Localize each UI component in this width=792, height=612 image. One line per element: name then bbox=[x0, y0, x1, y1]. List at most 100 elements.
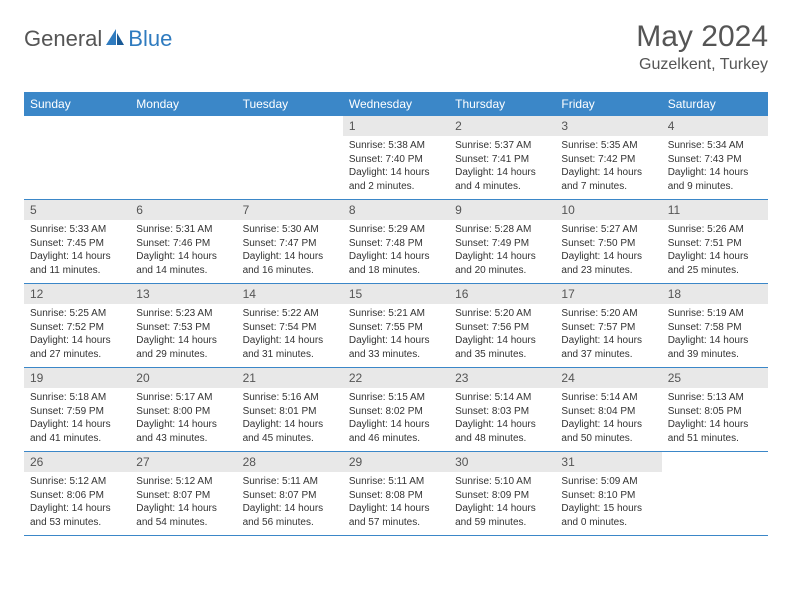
sunset-text: Sunset: 7:47 PM bbox=[243, 237, 337, 251]
day-number: 22 bbox=[343, 368, 449, 388]
daylight-text: Daylight: 15 hours and 0 minutes. bbox=[561, 502, 655, 529]
sunset-text: Sunset: 8:08 PM bbox=[349, 489, 443, 503]
daylight-text: Daylight: 14 hours and 23 minutes. bbox=[561, 250, 655, 277]
sunset-text: Sunset: 8:01 PM bbox=[243, 405, 337, 419]
sunrise-text: Sunrise: 5:28 AM bbox=[455, 223, 549, 237]
day-number: 17 bbox=[555, 284, 661, 304]
daylight-text: Daylight: 14 hours and 16 minutes. bbox=[243, 250, 337, 277]
day-content: Sunrise: 5:17 AMSunset: 8:00 PMDaylight:… bbox=[130, 388, 236, 451]
sunset-text: Sunset: 7:46 PM bbox=[136, 237, 230, 251]
brand-text-general: General bbox=[24, 26, 102, 52]
page-title: May 2024 bbox=[636, 20, 768, 54]
day-number bbox=[662, 452, 768, 472]
day-cell: 24Sunrise: 5:14 AMSunset: 8:04 PMDayligh… bbox=[555, 368, 661, 452]
daylight-text: Daylight: 14 hours and 53 minutes. bbox=[30, 502, 124, 529]
day-number bbox=[237, 116, 343, 136]
sunset-text: Sunset: 8:00 PM bbox=[136, 405, 230, 419]
sunset-text: Sunset: 7:45 PM bbox=[30, 237, 124, 251]
daylight-text: Daylight: 14 hours and 56 minutes. bbox=[243, 502, 337, 529]
daylight-text: Daylight: 14 hours and 46 minutes. bbox=[349, 418, 443, 445]
day-number: 15 bbox=[343, 284, 449, 304]
daylight-text: Daylight: 14 hours and 31 minutes. bbox=[243, 334, 337, 361]
daylight-text: Daylight: 14 hours and 14 minutes. bbox=[136, 250, 230, 277]
day-content: Sunrise: 5:31 AMSunset: 7:46 PMDaylight:… bbox=[130, 220, 236, 283]
calendar-week-row: 19Sunrise: 5:18 AMSunset: 7:59 PMDayligh… bbox=[24, 368, 768, 452]
day-content bbox=[130, 136, 236, 192]
day-number: 12 bbox=[24, 284, 130, 304]
day-cell: 8Sunrise: 5:29 AMSunset: 7:48 PMDaylight… bbox=[343, 200, 449, 284]
day-cell: 12Sunrise: 5:25 AMSunset: 7:52 PMDayligh… bbox=[24, 284, 130, 368]
day-content: Sunrise: 5:14 AMSunset: 8:03 PMDaylight:… bbox=[449, 388, 555, 451]
day-number: 18 bbox=[662, 284, 768, 304]
daylight-text: Daylight: 14 hours and 39 minutes. bbox=[668, 334, 762, 361]
weekday-header-row: SundayMondayTuesdayWednesdayThursdayFrid… bbox=[24, 92, 768, 116]
day-content: Sunrise: 5:18 AMSunset: 7:59 PMDaylight:… bbox=[24, 388, 130, 451]
sunset-text: Sunset: 7:56 PM bbox=[455, 321, 549, 335]
day-cell: 22 Sunrise: 5:15 AMSunset: 8:02 PMDayligh… bbox=[343, 368, 449, 452]
sunset-text: Sunset: 8:03 PM bbox=[455, 405, 549, 419]
day-content: Sunrise: 5:20 AMSunset: 7:57 PMDaylight:… bbox=[555, 304, 661, 367]
daylight-text: Daylight: 14 hours and 9 minutes. bbox=[668, 166, 762, 193]
daylight-text: Daylight: 14 hours and 25 minutes. bbox=[668, 250, 762, 277]
day-cell: 28Sunrise: 5:11 AMSunset: 8:07 PMDayligh… bbox=[237, 452, 343, 536]
sunrise-text: Sunrise: 5:20 AM bbox=[455, 307, 549, 321]
daylight-text: Daylight: 14 hours and 7 minutes. bbox=[561, 166, 655, 193]
sunset-text: Sunset: 8:02 PM bbox=[349, 405, 443, 419]
day-number: 11 bbox=[662, 200, 768, 220]
sunset-text: Sunset: 7:41 PM bbox=[455, 153, 549, 167]
sunrise-text: Sunrise: 5:21 AM bbox=[349, 307, 443, 321]
day-number bbox=[24, 116, 130, 136]
sunrise-text: Sunrise: 5:25 AM bbox=[30, 307, 124, 321]
weekday-header: Monday bbox=[130, 92, 236, 116]
day-number: 23 bbox=[449, 368, 555, 388]
sunset-text: Sunset: 8:05 PM bbox=[668, 405, 762, 419]
sunset-text: Sunset: 8:10 PM bbox=[561, 489, 655, 503]
day-content: Sunrise: 5:11 AMSunset: 8:08 PMDaylight:… bbox=[343, 472, 449, 535]
day-cell: 5Sunrise: 5:33 AMSunset: 7:45 PMDaylight… bbox=[24, 200, 130, 284]
sunrise-text: Sunrise: 5:15 AM bbox=[349, 391, 443, 405]
sunrise-text: Sunrise: 5:10 AM bbox=[455, 475, 549, 489]
sunrise-text: Sunrise: 5:33 AM bbox=[30, 223, 124, 237]
sunset-text: Sunset: 7:42 PM bbox=[561, 153, 655, 167]
day-cell: 15Sunrise: 5:21 AMSunset: 7:55 PMDayligh… bbox=[343, 284, 449, 368]
day-cell: 27Sunrise: 5:12 AMSunset: 8:07 PMDayligh… bbox=[130, 452, 236, 536]
day-cell: 16Sunrise: 5:20 AMSunset: 7:56 PMDayligh… bbox=[449, 284, 555, 368]
sunrise-text: Sunrise: 5:35 AM bbox=[561, 139, 655, 153]
daylight-text: Daylight: 14 hours and 29 minutes. bbox=[136, 334, 230, 361]
daylight-text: Daylight: 14 hours and 51 minutes. bbox=[668, 418, 762, 445]
empty-day-cell bbox=[237, 116, 343, 200]
day-content: Sunrise: 5:25 AMSunset: 7:52 PMDaylight:… bbox=[24, 304, 130, 367]
sunset-text: Sunset: 7:50 PM bbox=[561, 237, 655, 251]
day-cell: 9Sunrise: 5:28 AMSunset: 7:49 PMDaylight… bbox=[449, 200, 555, 284]
sunrise-text: Sunrise: 5:37 AM bbox=[455, 139, 549, 153]
day-cell: 18Sunrise: 5:19 AMSunset: 7:58 PMDayligh… bbox=[662, 284, 768, 368]
brand-logo: General Blue bbox=[24, 20, 172, 52]
weekday-header: Sunday bbox=[24, 92, 130, 116]
day-content bbox=[24, 136, 130, 192]
day-content: Sunrise: 5:27 AMSunset: 7:50 PMDaylight:… bbox=[555, 220, 661, 283]
day-content: Sunrise: 5:12 AMSunset: 8:07 PMDaylight:… bbox=[130, 472, 236, 535]
day-content: Sunrise: 5:23 AMSunset: 7:53 PMDaylight:… bbox=[130, 304, 236, 367]
day-content: Sunrise: 5:28 AMSunset: 7:49 PMDaylight:… bbox=[449, 220, 555, 283]
day-number: 14 bbox=[237, 284, 343, 304]
day-cell: 20Sunrise: 5:17 AMSunset: 8:00 PMDayligh… bbox=[130, 368, 236, 452]
day-cell: 23Sunrise: 5:14 AMSunset: 8:03 PMDayligh… bbox=[449, 368, 555, 452]
daylight-text: Daylight: 14 hours and 45 minutes. bbox=[243, 418, 337, 445]
sunrise-text: Sunrise: 5:18 AM bbox=[30, 391, 124, 405]
day-content bbox=[662, 472, 768, 528]
daylight-text: Daylight: 14 hours and 59 minutes. bbox=[455, 502, 549, 529]
day-content: Sunrise: 5:38 AMSunset: 7:40 PMDaylight:… bbox=[343, 136, 449, 199]
day-content: Sunrise: 5:13 AMSunset: 8:05 PMDaylight:… bbox=[662, 388, 768, 451]
sunset-text: Sunset: 8:09 PM bbox=[455, 489, 549, 503]
sunrise-text: Sunrise: 5:38 AM bbox=[349, 139, 443, 153]
daylight-text: Daylight: 14 hours and 57 minutes. bbox=[349, 502, 443, 529]
sunrise-text: Sunrise: 5:19 AM bbox=[668, 307, 762, 321]
day-cell: 31Sunrise: 5:09 AMSunset: 8:10 PMDayligh… bbox=[555, 452, 661, 536]
sunset-text: Sunset: 7:55 PM bbox=[349, 321, 443, 335]
brand-text-blue: Blue bbox=[128, 26, 172, 52]
day-content bbox=[237, 136, 343, 192]
daylight-text: Daylight: 14 hours and 2 minutes. bbox=[349, 166, 443, 193]
daylight-text: Daylight: 14 hours and 27 minutes. bbox=[30, 334, 124, 361]
sunset-text: Sunset: 8:07 PM bbox=[136, 489, 230, 503]
day-cell: 1Sunrise: 5:38 AMSunset: 7:40 PMDaylight… bbox=[343, 116, 449, 200]
